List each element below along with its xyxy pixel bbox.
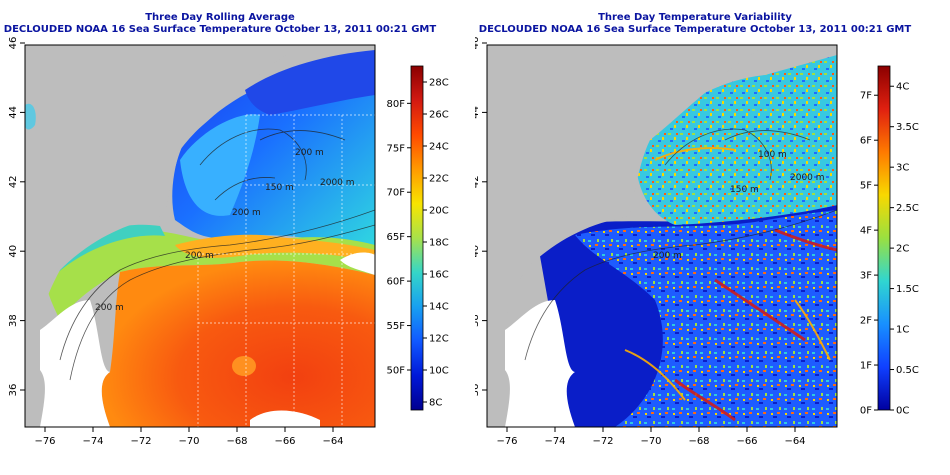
right-x-axis: −76 −74 −72 −70 −68 −66 −64 (496, 427, 806, 447)
colorbar-c-label: 8C (429, 398, 442, 409)
colorbar-gradient (410, 65, 424, 411)
colorbar-f-label: 50F (387, 366, 406, 377)
colorbar-c-label: 26C (429, 110, 449, 121)
y-tick-label: 42 (475, 175, 481, 188)
right-title-line: Three Day Temperature Variability (598, 12, 792, 23)
colorbar-f-label: 1F (860, 361, 872, 372)
contour-label: 200 m (95, 303, 124, 313)
x-tick-label: −76 (34, 436, 55, 447)
x-tick-label: −70 (640, 436, 661, 447)
left-x-axis: −76 −74 −72 −70 −68 −66 −64 (34, 427, 344, 447)
colorbar-f-label: 3F (860, 271, 872, 282)
x-tick-label: −72 (130, 436, 151, 447)
colorbar-c-label: 1.5C (896, 284, 919, 295)
contour-label: 2000 m (790, 173, 825, 183)
right-colorbar: 4C 3.5C 3C 2.5C 2C 1.5C 1C 0.5C 0C 7F 6F 5F 4F 3F 2F 1F… (860, 65, 919, 417)
x-tick-label: −64 (322, 436, 343, 447)
colorbar-f-label: 75F (387, 143, 406, 154)
colorbar-c-label: 0C (896, 406, 909, 417)
y-tick-label: 44 (8, 106, 19, 119)
right-map-title: Three Day Temperature Variability DECLOU… (475, 12, 915, 36)
y-tick-label: 38 (475, 314, 481, 327)
y-tick-label: 42 (8, 175, 19, 188)
y-tick-label: 44 (475, 106, 481, 119)
colorbar-f-label: 60F (387, 277, 406, 288)
x-tick-label: −64 (784, 436, 805, 447)
colorbar-c-label: 0.5C (896, 365, 919, 376)
colorbar-f-label: 6F (860, 136, 872, 147)
x-tick-label: −68 (688, 436, 709, 447)
colorbar-c-label: 20C (429, 206, 449, 217)
x-tick-label: −76 (496, 436, 517, 447)
left-colorbar: 28C 26C 24C 22C 20C 18C 16C 14C 12C 10C 8C 80F 75F 70… (387, 65, 449, 411)
contour-label: 2000 m (320, 178, 355, 188)
colorbar-c-label: 16C (429, 270, 449, 281)
contour-label: 200 m (653, 251, 682, 261)
y-tick-label: 36 (475, 384, 481, 397)
x-tick-label: −74 (82, 436, 103, 447)
right-map: 100 m 2000 m 150 m 200 m 36 38 40 42 44 46 −7… (475, 37, 919, 447)
colorbar-f-label: 0F (860, 406, 872, 417)
contour-label: 200 m (232, 208, 261, 218)
colorbar-c-label: 4C (896, 82, 909, 93)
left-y-axis: 36 38 40 42 44 46 (8, 37, 25, 397)
colorbar-gradient (877, 65, 891, 411)
colorbar-c-label: 22C (429, 174, 449, 185)
contour-label: 200 m (185, 251, 214, 261)
contour-label: 150 m (265, 183, 294, 193)
colorbar-f-label: 7F (860, 91, 872, 102)
y-tick-label: 40 (475, 245, 481, 258)
colorbar-c-label: 24C (429, 142, 449, 153)
colorbar-f-label: 4F (860, 226, 872, 237)
contour-label: 200 m (295, 148, 324, 158)
x-tick-label: −66 (274, 436, 295, 447)
colorbar-c-label: 2.5C (896, 203, 919, 214)
colorbar-f-label: 70F (387, 188, 406, 199)
colorbar-c-label: 3C (896, 163, 909, 174)
x-tick-label: −74 (544, 436, 565, 447)
colorbar-f-label: 2F (860, 316, 872, 327)
y-tick-label: 36 (8, 384, 19, 397)
x-tick-label: −72 (592, 436, 613, 447)
y-tick-label: 40 (8, 245, 19, 258)
y-tick-label: 46 (8, 37, 19, 50)
colorbar-f-label: 65F (387, 232, 406, 243)
left-subtitle-line: DECLOUDED NOAA 16 Sea Surface Temperatur… (3, 24, 437, 35)
contour-label: 150 m (730, 185, 759, 195)
colorbar-c-label: 2C (896, 244, 909, 255)
left-map: 200 m 2000 m 150 m 200 m 200 m 200 m 363… (8, 37, 449, 447)
colorbar-c-label: 12C (429, 334, 449, 345)
y-tick-label: 38 (8, 314, 19, 327)
colorbar-f-label: 55F (387, 321, 406, 332)
right-y-axis: 36 38 40 42 44 46 (475, 37, 487, 397)
colorbar-c-label: 10C (429, 366, 449, 377)
y-tick-label: 46 (475, 37, 481, 50)
colorbar-c-label: 28C (429, 78, 449, 89)
colorbar-c-label: 1C (896, 325, 909, 336)
x-tick-label: −68 (226, 436, 247, 447)
contour-label: 100 m (758, 150, 787, 160)
colorbar-c-label: 3.5C (896, 122, 919, 133)
x-tick-label: −66 (736, 436, 757, 447)
colorbar-c-label: 14C (429, 302, 449, 313)
colorbar-f-label: 5F (860, 181, 872, 192)
left-title-line: Three Day Rolling Average (145, 12, 295, 23)
colorbar-f-label: 80F (387, 99, 406, 110)
colorbar-c-label: 18C (429, 238, 449, 249)
left-map-title: Three Day Rolling Average DECLOUDED NOAA… (0, 12, 440, 36)
x-tick-label: −70 (178, 436, 199, 447)
right-subtitle-line: DECLOUDED NOAA 16 Sea Surface Temperatur… (478, 24, 912, 35)
